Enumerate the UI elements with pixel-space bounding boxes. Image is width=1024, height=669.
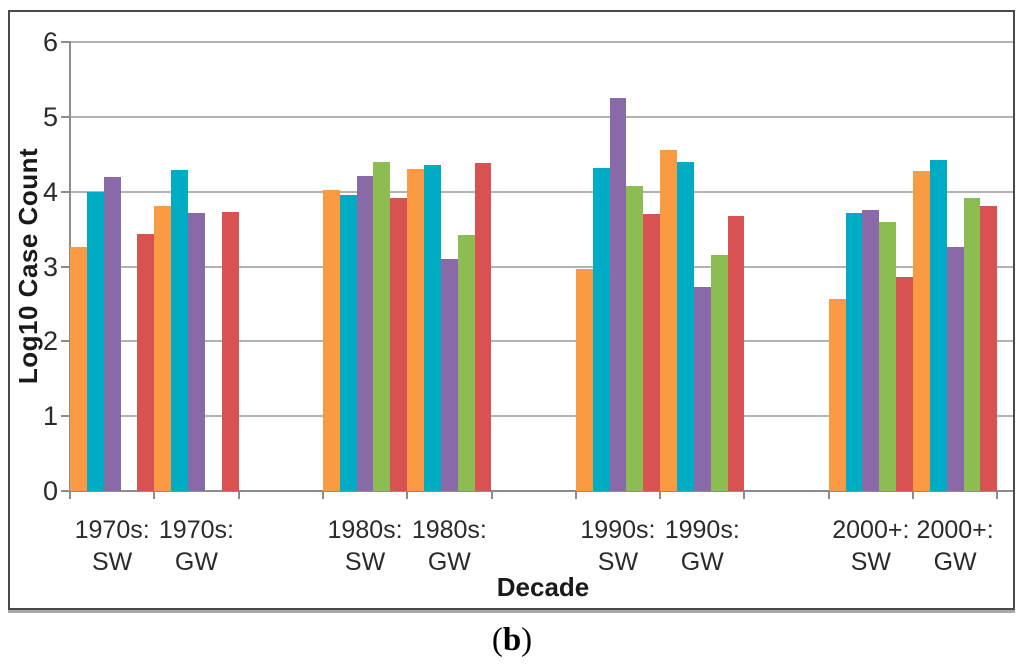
caption-letter: b [502,622,522,658]
chart-frame [8,10,1015,610]
x-axis-title: Decade [496,572,590,602]
figure-caption: (b) [0,622,1024,659]
y-axis-title: Log10 Case Count [13,147,43,385]
caption-paren-open: ( [491,622,503,658]
caption-paren-close: ) [521,622,533,658]
